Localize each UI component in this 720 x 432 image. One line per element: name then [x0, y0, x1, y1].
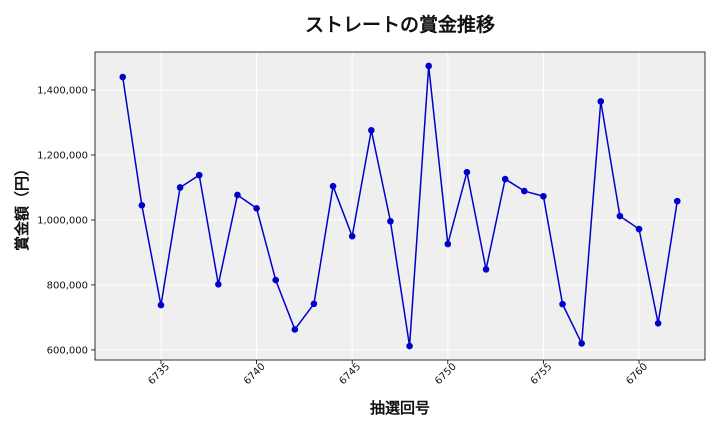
series-line [121, 65, 679, 347]
plot-area [95, 52, 705, 360]
x-tick-label: 6750 [433, 361, 459, 387]
data-point [444, 240, 452, 248]
data-point [406, 342, 413, 350]
x-tick-label: 6755 [529, 361, 555, 387]
data-point [157, 301, 165, 309]
data-point [387, 217, 394, 225]
data-point [578, 340, 585, 347]
y-tick-label: 1,000,000 [37, 215, 88, 226]
data-point [520, 187, 528, 195]
data-point [482, 266, 490, 273]
data-point [673, 197, 681, 205]
y-axis-label: 賞金額（円） [13, 161, 31, 251]
x-tick-label: 6760 [624, 361, 650, 387]
x-tick-label: 6735 [146, 361, 172, 387]
data-point [654, 319, 662, 327]
data-point [559, 300, 566, 308]
data-point [291, 326, 299, 333]
y-tick-label: 600,000 [47, 345, 88, 356]
series-layer [119, 62, 681, 350]
data-point [119, 73, 127, 81]
data-point [176, 184, 184, 191]
data-point [234, 191, 241, 199]
data-point [597, 98, 605, 105]
data-point [138, 202, 146, 209]
y-tick-label: 1,200,000 [37, 150, 88, 161]
data-point [310, 300, 318, 308]
data-point [463, 168, 471, 176]
data-point [329, 182, 337, 190]
data-point [272, 276, 280, 284]
data-point [540, 192, 547, 200]
x-axis-label: 抽選回号 [370, 399, 430, 417]
data-point [195, 171, 203, 179]
grid-lines [95, 52, 705, 360]
data-point [635, 225, 643, 233]
x-tick-label: 6745 [338, 361, 364, 387]
data-point [501, 175, 509, 183]
data-point [348, 232, 356, 240]
data-point [616, 212, 624, 220]
x-tick-label: 6740 [242, 361, 268, 387]
y-tick-label: 1,400,000 [37, 86, 88, 97]
data-point [215, 280, 222, 288]
data-point [253, 204, 260, 212]
data-point [425, 62, 432, 70]
data-point [368, 126, 375, 134]
chart-title: ストレートの賞金推移 [305, 13, 495, 36]
y-tick-label: 800,000 [47, 280, 88, 291]
plot-frame [94, 51, 706, 361]
